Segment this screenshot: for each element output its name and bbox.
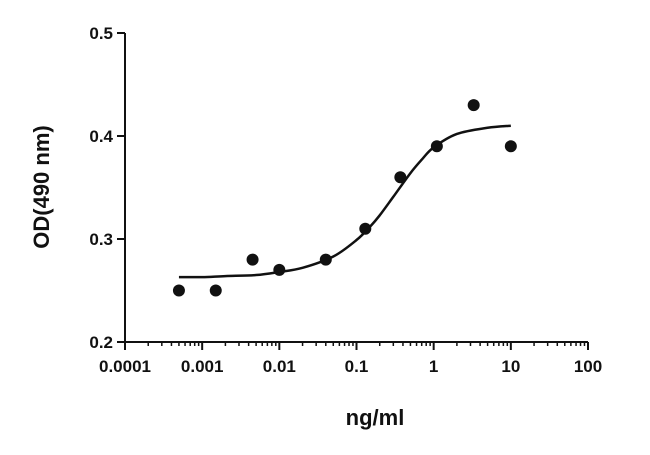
data-point	[246, 253, 259, 266]
x-tick-label: 100	[574, 357, 602, 376]
fit-curve	[178, 124, 511, 279]
x-tick-label: 0.1	[345, 357, 369, 376]
axes	[124, 33, 588, 343]
y-tick-label: 0.2	[89, 333, 113, 352]
y-tick-label: 0.4	[89, 127, 113, 146]
data-point	[209, 284, 222, 297]
data-point	[273, 263, 286, 276]
data-point	[172, 284, 185, 297]
y-axis-title: OD(490 nm)	[29, 125, 54, 248]
y-tick-label: 0.3	[89, 230, 113, 249]
tick-labels: 0.0001 0.001 0.01 0.1 1 10 100 0.2 0.3 0.4 0.5	[89, 24, 602, 376]
tick-marks	[117, 32, 589, 350]
x-tick-label: 10	[501, 357, 520, 376]
data-point	[504, 140, 517, 153]
y-tick-label: 0.5	[89, 24, 113, 43]
data-point	[359, 222, 372, 235]
x-tick-label: 0.001	[181, 357, 224, 376]
data-point	[467, 99, 480, 112]
x-tick-label: 1	[429, 357, 438, 376]
data-points	[172, 99, 517, 297]
x-tick-label: 0.0001	[99, 357, 151, 376]
data-point	[319, 253, 332, 266]
x-tick-label: 0.01	[263, 357, 296, 376]
x-axis-title: ng/ml	[346, 405, 405, 430]
data-point	[394, 171, 407, 184]
data-point	[430, 140, 443, 153]
